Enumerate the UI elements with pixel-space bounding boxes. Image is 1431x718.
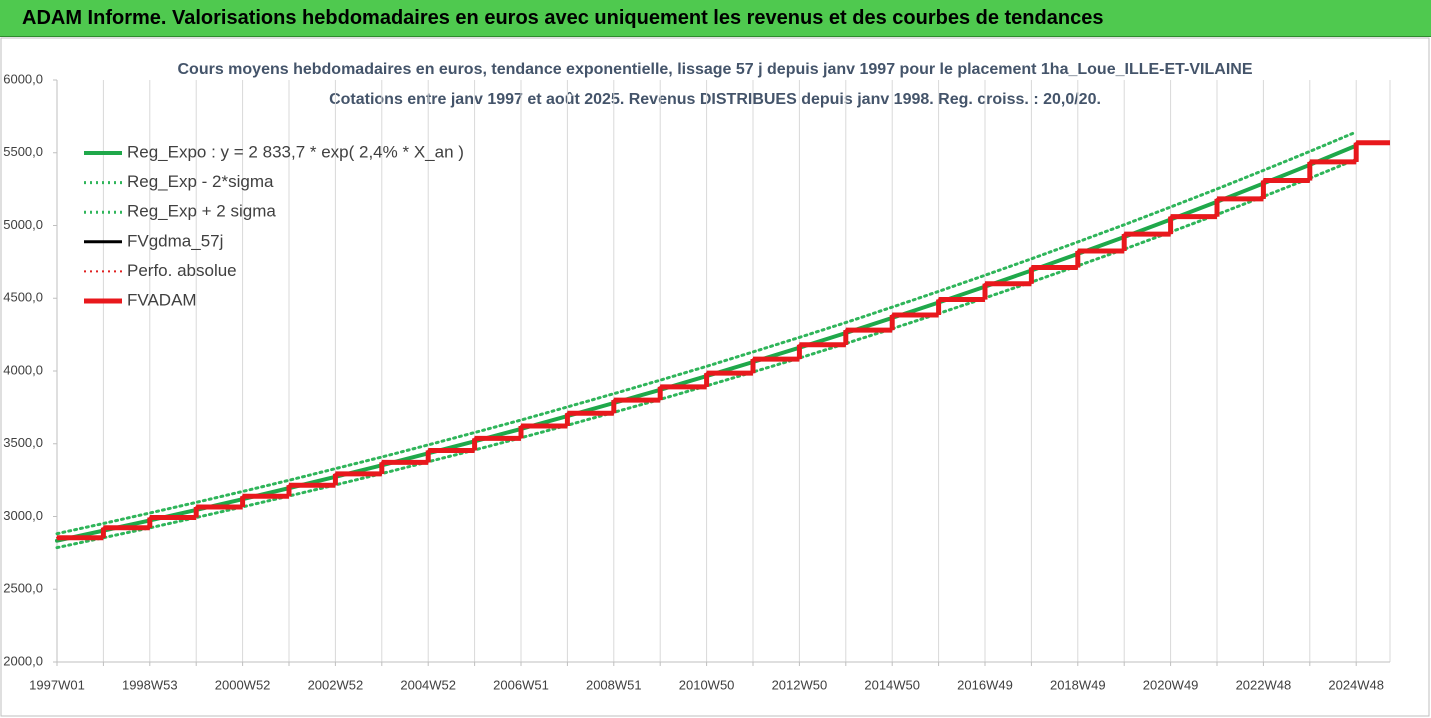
header-bar: ADAM Informe. Valorisations hebdomadaire…	[0, 0, 1431, 37]
x-tick-label: 2010W50	[679, 677, 735, 692]
y-tick-label: 2500,0	[3, 581, 43, 596]
x-tick-label: 2008W51	[586, 677, 642, 692]
y-tick-label: 3000,0	[3, 508, 43, 523]
chart: Cours moyens hebdomadaires en euros, ten…	[0, 37, 1430, 717]
legend-label: Reg_Exp - 2*sigma	[127, 172, 274, 191]
chart-title: Cours moyens hebdomadaires en euros, ten…	[178, 61, 1253, 78]
y-tick-label: 4500,0	[3, 290, 43, 305]
x-tick-label: 2022W48	[1236, 677, 1292, 692]
y-tick-label: 2000,0	[3, 653, 43, 668]
chart-frame	[0, 37, 1430, 717]
x-tick-label: 2018W49	[1050, 677, 1106, 692]
legend-label: FVADAM	[127, 290, 197, 309]
legend-label: Reg_Expo : y = 2 833,7 * exp( 2,4% * X_a…	[127, 142, 464, 161]
x-tick-label: 2014W50	[864, 677, 920, 692]
chart-subtitle: Cotations entre janv 1997 et août 2025. …	[329, 91, 1101, 108]
x-tick-label: 2002W52	[308, 677, 364, 692]
x-tick-label: 2012W50	[772, 677, 828, 692]
x-tick-label: 2024W48	[1328, 677, 1384, 692]
legend-label: Reg_Exp + 2 sigma	[127, 202, 276, 221]
trend-line	[55, 157, 1358, 550]
x-tick-label: 1997W01	[29, 677, 85, 692]
y-tick-label: 5000,0	[3, 217, 43, 232]
x-tick-label: 2006W51	[493, 677, 549, 692]
legend-label: FVgdma_57j	[127, 231, 223, 250]
x-tick-label: 2004W52	[400, 677, 456, 692]
y-tick-label: 5500,0	[3, 144, 43, 159]
legend-label: Perfo. absolue	[127, 261, 237, 280]
x-tick-label: 1998W53	[122, 677, 178, 692]
x-tick-label: 2020W49	[1143, 677, 1199, 692]
x-tick-label: 2000W52	[215, 677, 271, 692]
y-tick-label: 3500,0	[3, 435, 43, 450]
x-tick-label: 2016W49	[957, 677, 1013, 692]
header-title: ADAM Informe. Valorisations hebdomadaire…	[22, 7, 1104, 29]
y-tick-label: 4000,0	[3, 362, 43, 377]
trend-line	[55, 130, 1358, 536]
y-tick-label: 6000,0	[3, 71, 43, 86]
